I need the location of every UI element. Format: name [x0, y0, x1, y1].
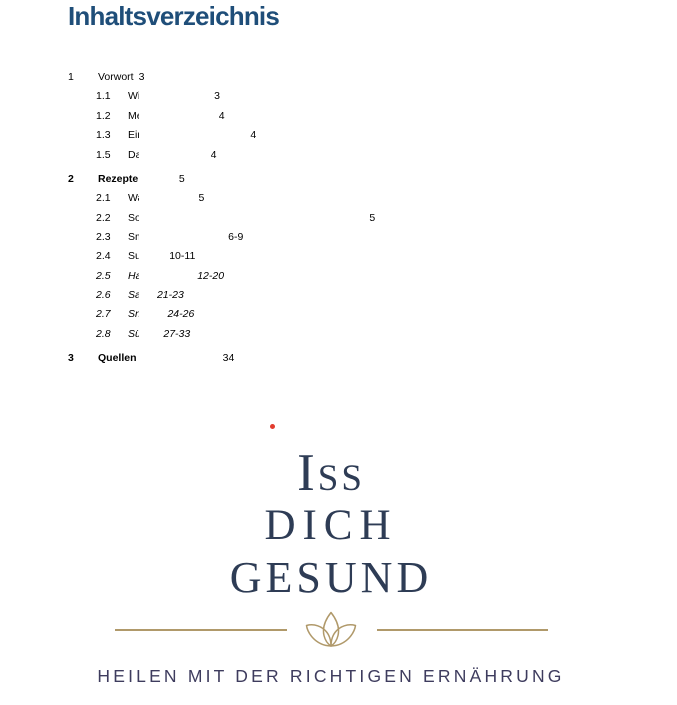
- lotus-icon: [301, 610, 361, 648]
- logo-line-gesund: GESUND: [229, 553, 433, 602]
- divider-line-left: [115, 629, 287, 631]
- toc-entry-number: 3: [68, 352, 74, 365]
- toc-entry-number: 2.8: [96, 327, 111, 340]
- brand-tagline: HEILEN MIT DER RICHTIGEN ERNÄHRUNG: [97, 666, 565, 686]
- toc-entry-number: 1.2: [96, 109, 111, 122]
- toc-entry-number: 1.3: [96, 129, 111, 142]
- toc-entry-number: 2.7: [96, 308, 111, 321]
- divider-line-right: [377, 629, 548, 631]
- toc-entry-number: 2.3: [96, 230, 111, 243]
- red-marker-dot: [270, 424, 275, 429]
- toc-heading: Inhaltsverzeichnis: [68, 1, 280, 31]
- logo-line-iss: Iss: [297, 444, 365, 502]
- toc-entry-number: 1: [68, 71, 74, 83]
- toc-entry-number: 2.2: [96, 211, 111, 224]
- toc-entry-number: 2.1: [96, 192, 111, 205]
- toc-entry-number: 2.4: [96, 250, 111, 263]
- logo-line-dich: DICH: [264, 502, 398, 549]
- toc-entry-1[interactable]: 1 Vorwort 3: [68, 68, 677, 705]
- toc-entry-number: 2.6: [96, 289, 111, 302]
- toc-entry-number: 1.1: [96, 90, 111, 103]
- toc-entry-number: 2.5: [96, 269, 111, 282]
- toc-entry-number: 1.5: [96, 148, 111, 161]
- toc-entry-number: 2: [68, 172, 74, 185]
- toc-entry-title: Vorwort: [98, 71, 134, 83]
- toc-page-number: 34: [222, 349, 677, 705]
